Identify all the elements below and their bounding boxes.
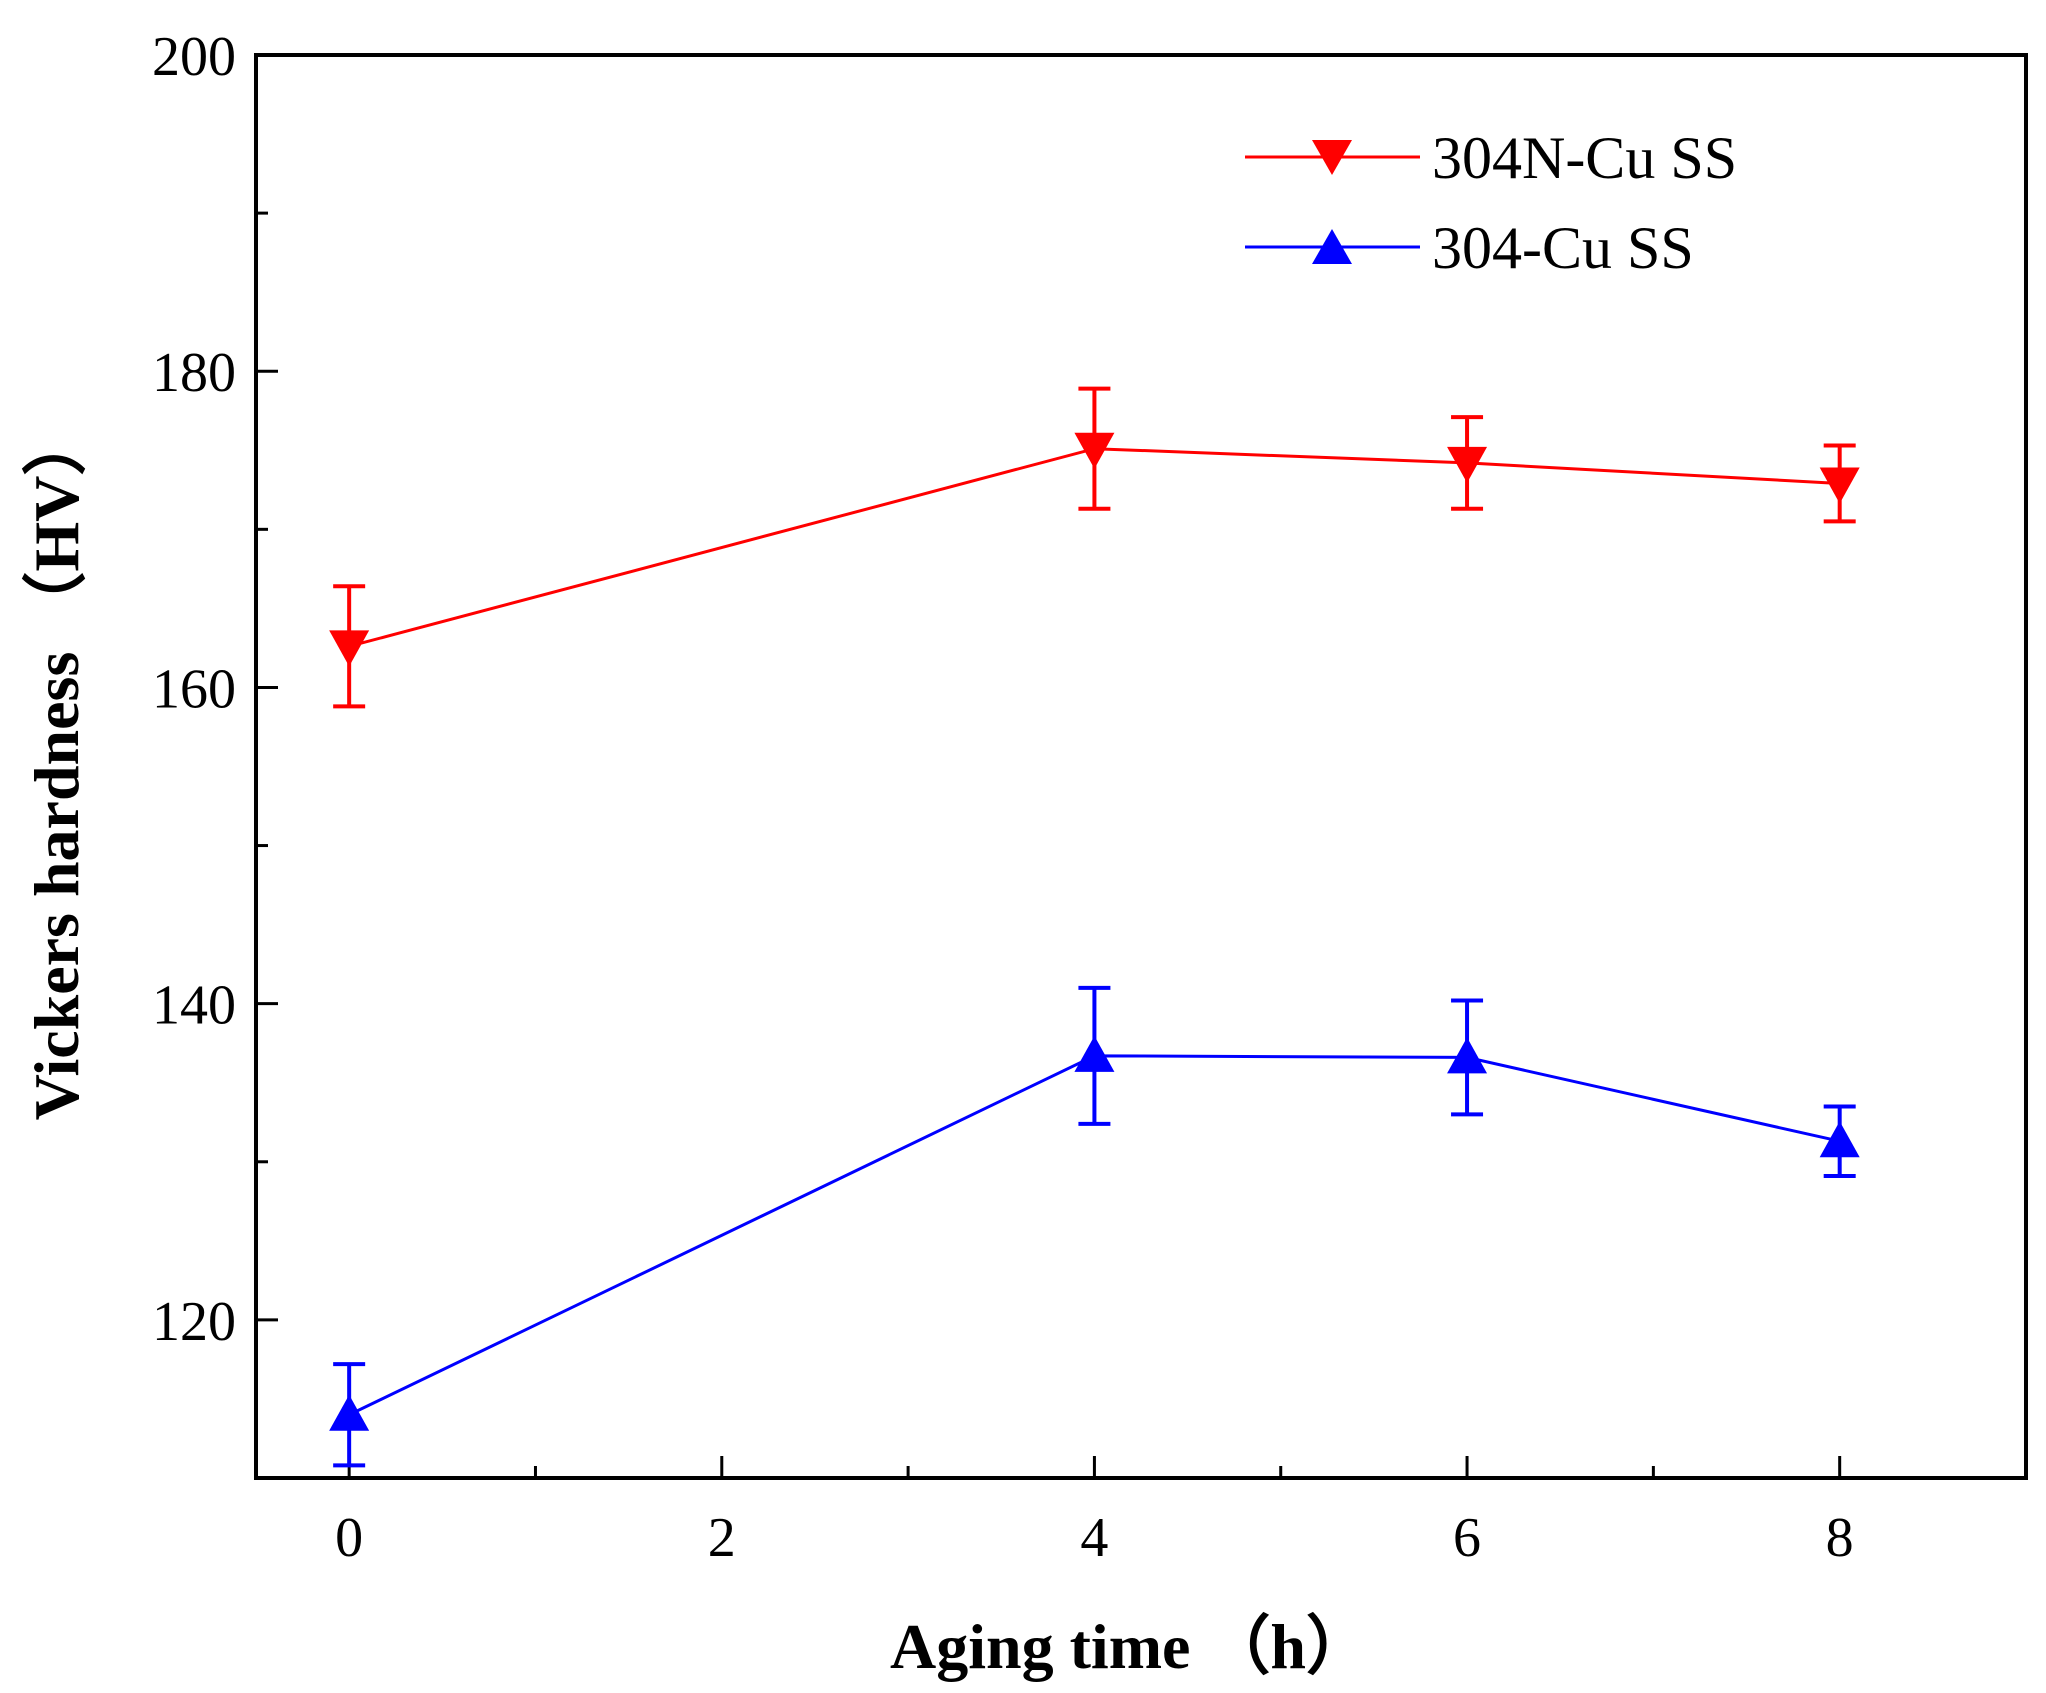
- data-point: [1447, 446, 1488, 483]
- series-layer: [329, 386, 1860, 1468]
- data-point: [1819, 467, 1860, 504]
- x-tick-label: 2: [708, 1507, 736, 1569]
- plot-frame: [254, 53, 2028, 1480]
- y-tick-label: 180: [152, 342, 236, 404]
- series-n-cu: [329, 386, 1860, 709]
- legend-marker-304n-cu: [1312, 140, 1352, 175]
- y-tick-label: 200: [152, 26, 236, 88]
- tick-labels: 0 2 4 6 8 120 140 160 180 200: [152, 26, 1854, 1569]
- series-line: [348, 1054, 1841, 1417]
- series-line: [348, 447, 1840, 648]
- x-tick-label: 0: [335, 1507, 363, 1569]
- legend-label-304-cu: 304-Cu SS: [1432, 215, 1694, 281]
- data-point: [1074, 432, 1115, 469]
- y-tick-label: 160: [152, 658, 236, 720]
- data-point: [1819, 1121, 1860, 1158]
- data-point: [1447, 1037, 1488, 1074]
- y-tick-label: 120: [152, 1291, 236, 1353]
- legend-label-304n-cu: 304N-Cu SS: [1432, 125, 1737, 191]
- legend: 304N-Cu SS 304-Cu SS: [1245, 125, 1737, 281]
- y-tick-label: 140: [152, 975, 236, 1037]
- series-cu: [329, 985, 1860, 1468]
- data-point: [329, 1394, 370, 1431]
- x-tick-label: 6: [1453, 1507, 1481, 1569]
- x-tick-label: 8: [1826, 1507, 1854, 1569]
- x-axis-title: Aging time （h）: [890, 1611, 1370, 1682]
- data-point: [329, 630, 370, 667]
- data-point: [1074, 1035, 1115, 1072]
- y-axis-title: Vickers hardness （HV）: [21, 412, 92, 1121]
- legend-marker-304-cu: [1312, 229, 1352, 264]
- x-tick-label: 4: [1080, 1507, 1108, 1569]
